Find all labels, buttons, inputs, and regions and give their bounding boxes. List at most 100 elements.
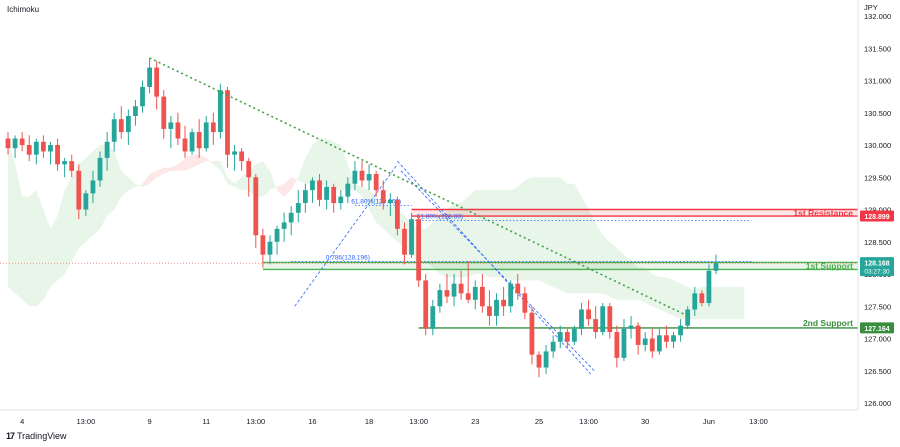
fib-label-1: 61.80%(128.83)	[417, 213, 463, 220]
candle-body	[168, 122, 174, 129]
candle-body	[359, 170, 365, 181]
candle-body	[621, 328, 627, 358]
candle-body	[161, 96, 167, 129]
candle-body	[472, 286, 478, 300]
level-price-tag-0	[860, 210, 894, 222]
candle-body	[310, 180, 315, 191]
candle-body	[218, 90, 223, 133]
candle-body	[593, 319, 599, 333]
candle-body	[437, 290, 443, 307]
candle-body	[182, 138, 188, 152]
candle-body	[465, 293, 471, 300]
level-price-tag-2	[860, 322, 894, 334]
candle-body	[140, 86, 145, 107]
candle-body	[55, 145, 60, 165]
candle-body	[246, 161, 252, 178]
trendline	[0, 57, 858, 317]
candle-body	[508, 283, 514, 307]
level-band-0	[411, 209, 858, 217]
candle-body	[409, 219, 414, 255]
candle-body	[118, 119, 124, 133]
candle-body	[713, 263, 719, 271]
date-tick: 30	[641, 417, 649, 426]
date-tick: 16	[308, 417, 316, 426]
candle-body	[232, 151, 237, 155]
candle-body	[416, 219, 422, 281]
candle-body	[550, 341, 556, 352]
candle-body	[614, 332, 620, 358]
candle-body	[203, 122, 209, 149]
candle-body	[104, 141, 110, 158]
candle-body	[69, 161, 75, 171]
candle-body	[26, 145, 32, 155]
candle-body	[664, 335, 669, 342]
candle-body	[529, 312, 535, 355]
cloud-bullish	[298, 138, 745, 320]
candle-body	[147, 67, 152, 87]
candle-body	[402, 228, 407, 255]
candle-body	[522, 293, 528, 313]
candle-body	[352, 170, 358, 184]
candle-body	[536, 354, 542, 368]
cloud-bullish	[213, 161, 277, 197]
candle-body	[444, 290, 450, 297]
candle-body	[345, 183, 351, 197]
cloud-bearish	[277, 177, 299, 197]
candle-body	[572, 328, 577, 342]
candles	[5, 57, 719, 378]
level-name-1: 1st Support	[806, 261, 853, 271]
candle-body	[656, 335, 662, 352]
candle-body	[125, 115, 131, 133]
candle-body	[260, 235, 266, 255]
candle-body	[12, 138, 18, 149]
candle-body	[48, 145, 53, 152]
price-tick: 126.500	[864, 367, 891, 376]
candle-body	[288, 212, 294, 223]
candle-body	[5, 138, 11, 149]
candle-body	[76, 170, 82, 210]
candle-body	[90, 180, 96, 194]
current-price-tag	[860, 257, 894, 277]
indicator-label: Ichimoku	[7, 5, 39, 14]
date-tick: 13:00	[246, 417, 265, 426]
candle-body	[451, 283, 457, 297]
tradingview-logo: 17 TradingView	[6, 431, 67, 441]
candle-body	[41, 141, 46, 152]
candle-body	[111, 119, 117, 142]
axes: 132.000 131.500 131.000 130.500 130.000 129.5…	[0, 0, 891, 426]
date-tick: 13:00	[76, 417, 95, 426]
candle-body	[487, 306, 492, 316]
candle-body	[324, 186, 329, 200]
candle-body	[706, 270, 712, 304]
candle-body	[494, 299, 499, 316]
candle-body	[579, 309, 584, 329]
price-tick: 131.000	[864, 77, 891, 86]
candle-body	[685, 309, 691, 326]
price-tick: 129.000	[864, 206, 891, 215]
candle-body	[628, 325, 634, 329]
candle-body	[196, 132, 202, 149]
date-tick: 18	[365, 417, 373, 426]
date-tick: Jun	[703, 417, 715, 426]
currency-label: JPY	[864, 3, 878, 12]
price-tick: 131.500	[864, 44, 891, 53]
level-band-1	[262, 262, 858, 270]
candle-body	[175, 122, 181, 139]
price-tick: 127.500	[864, 302, 891, 311]
candle-body	[189, 132, 195, 152]
candle-body	[607, 306, 613, 333]
date-tick: 13:00	[749, 417, 768, 426]
candle-body	[62, 161, 68, 165]
date-tick: 4	[20, 417, 24, 426]
current-price-text: 128.168	[864, 261, 889, 268]
price-tick: 132.000	[864, 12, 891, 21]
candle-body	[253, 177, 259, 236]
candle-body	[423, 280, 429, 329]
date-tick: 9	[148, 417, 152, 426]
candle-body	[543, 351, 549, 368]
price-tick: 127.000	[864, 335, 891, 344]
level-name-0: 1st Resistance	[793, 208, 853, 218]
candle-body	[380, 190, 386, 204]
